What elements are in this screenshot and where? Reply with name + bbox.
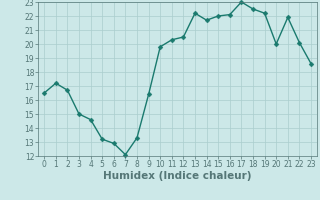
X-axis label: Humidex (Indice chaleur): Humidex (Indice chaleur) <box>103 171 252 181</box>
